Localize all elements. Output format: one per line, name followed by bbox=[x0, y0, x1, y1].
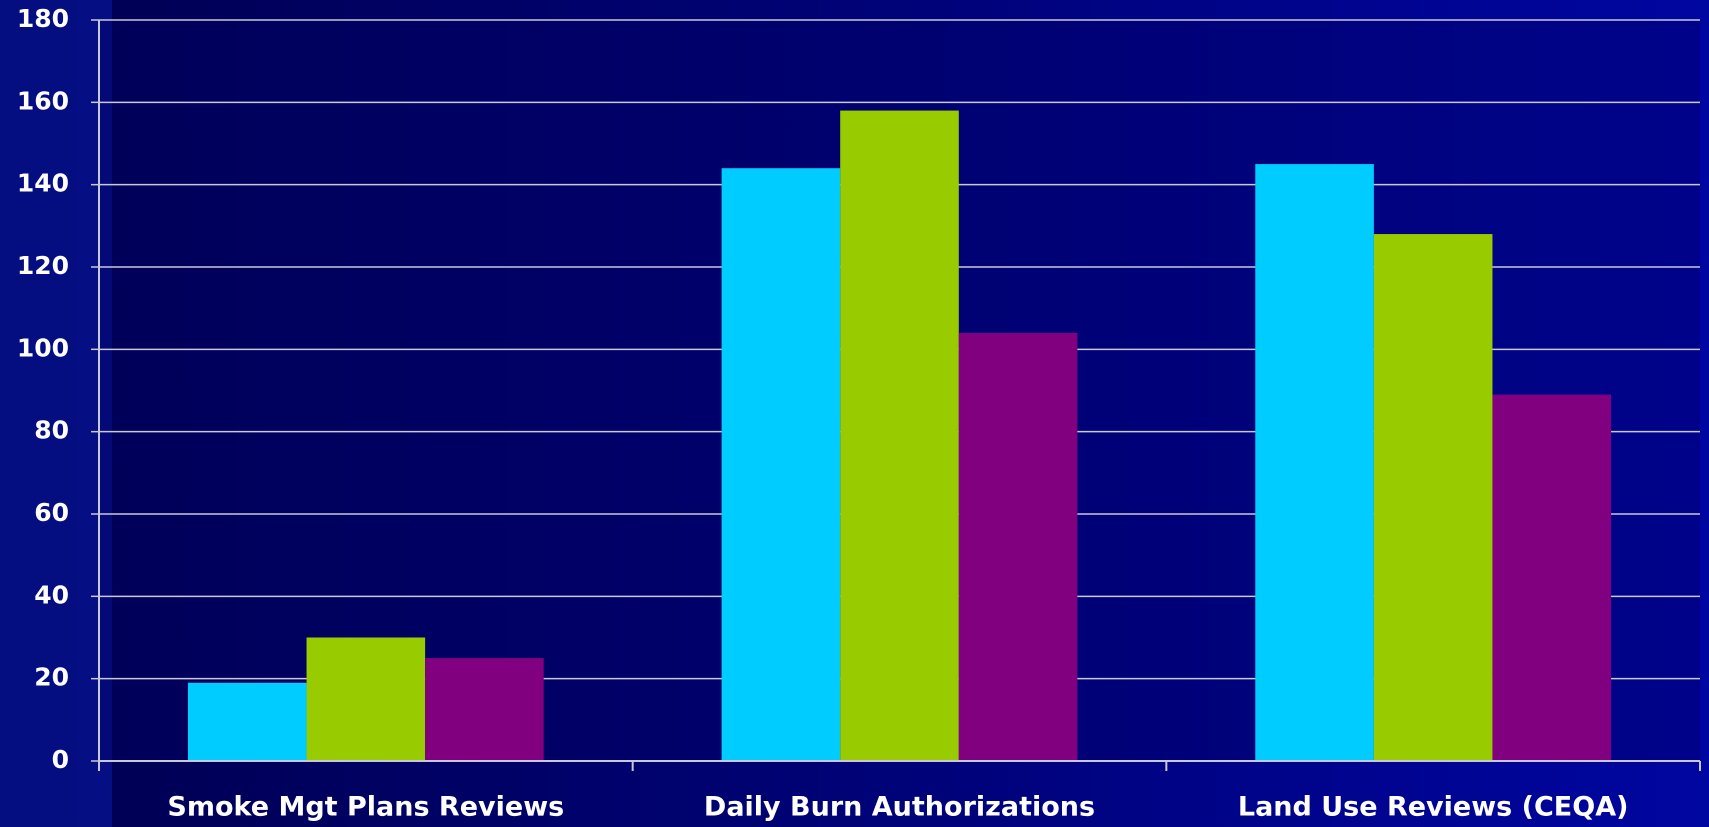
bar bbox=[1255, 164, 1374, 762]
y-tick-label: 20 bbox=[34, 663, 69, 692]
bar bbox=[1373, 234, 1493, 762]
y-tick-label: 140 bbox=[17, 169, 69, 198]
bar bbox=[1492, 394, 1612, 761]
x-tick-label: Smoke Mgt Plans Reviews bbox=[167, 792, 564, 823]
x-tick-label: Daily Burn Authorizations bbox=[704, 792, 1095, 823]
y-tick-label: 160 bbox=[17, 86, 69, 115]
bar bbox=[840, 110, 959, 762]
bar bbox=[306, 637, 426, 761]
left-band bbox=[0, 0, 112, 827]
y-tick-label: 100 bbox=[17, 333, 69, 362]
y-tick-label: 40 bbox=[34, 580, 69, 609]
y-tick-label: 80 bbox=[34, 416, 69, 445]
bar bbox=[187, 682, 307, 761]
bar bbox=[721, 168, 841, 761]
y-tick-label: 0 bbox=[52, 745, 69, 774]
bar bbox=[425, 658, 544, 761]
y-tick-label: 120 bbox=[17, 251, 69, 280]
bar bbox=[958, 332, 1078, 761]
y-tick-label: 180 bbox=[17, 4, 69, 33]
y-tick-label: 60 bbox=[34, 498, 69, 527]
x-tick-label: Land Use Reviews (CEQA) bbox=[1238, 792, 1629, 823]
